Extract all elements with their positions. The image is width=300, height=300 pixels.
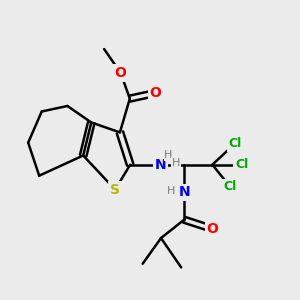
Text: Cl: Cl bbox=[235, 158, 248, 171]
Text: N: N bbox=[178, 185, 190, 199]
Text: H: H bbox=[164, 150, 173, 161]
Text: N: N bbox=[154, 158, 166, 172]
Text: H: H bbox=[167, 185, 175, 196]
Text: O: O bbox=[206, 222, 218, 236]
Text: S: S bbox=[110, 183, 120, 196]
Text: H: H bbox=[172, 158, 180, 168]
Text: Cl: Cl bbox=[224, 180, 237, 193]
Text: O: O bbox=[115, 66, 127, 80]
Text: Cl: Cl bbox=[229, 137, 242, 150]
Text: O: O bbox=[149, 86, 161, 100]
